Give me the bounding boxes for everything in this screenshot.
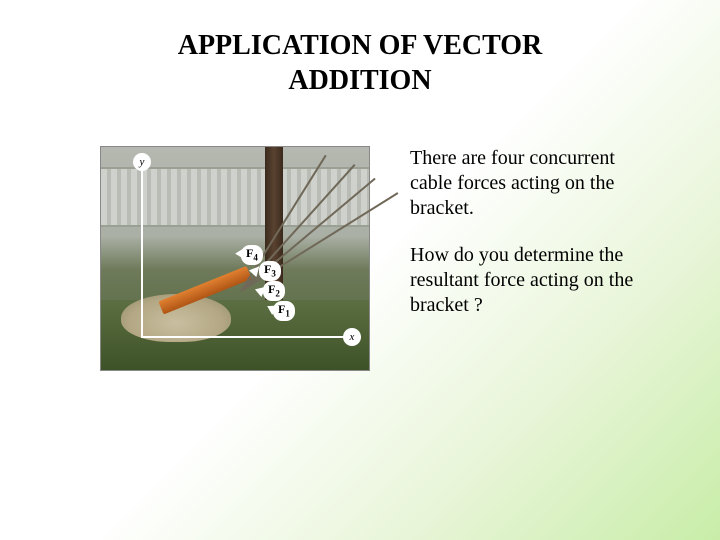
y-axis: [141, 157, 143, 337]
force-label-f3: F3: [259, 261, 281, 281]
vector-figure: y x F4 F3 F2 F1: [100, 146, 370, 371]
title-line-2: ADDITION: [288, 65, 431, 96]
paragraph-1: There are four concurrent cable forces a…: [410, 146, 660, 221]
x-axis: [141, 336, 361, 338]
content-row: y x F4 F3 F2 F1 There are four concurren…: [0, 146, 720, 371]
force-f1-sub: 1: [285, 308, 290, 318]
text-column: There are four concurrent cable forces a…: [410, 146, 660, 371]
force-f3-sub: 3: [271, 268, 276, 278]
x-axis-label: x: [343, 328, 361, 346]
force-f4-sub: 4: [253, 252, 258, 262]
force-f2-sub: 2: [275, 288, 280, 298]
title-line-1: APPLICATION OF VECTOR: [178, 30, 543, 61]
slide-title: APPLICATION OF VECTOR ADDITION: [0, 0, 720, 98]
y-axis-label: y: [133, 153, 151, 171]
paragraph-2: How do you determine the resultant force…: [410, 243, 660, 318]
